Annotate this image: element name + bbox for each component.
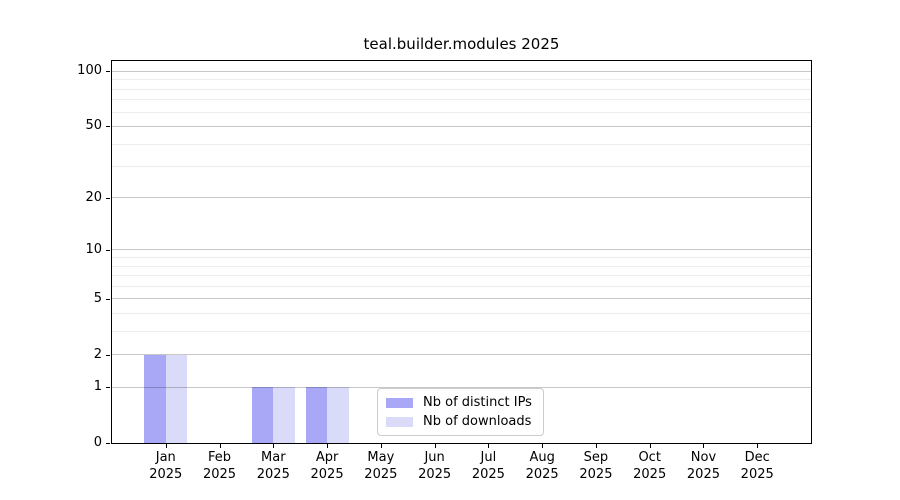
legend-item-distinct-ips: Nb of distinct IPs — [386, 394, 543, 410]
y-tick-label: 0 — [93, 435, 102, 450]
x-tick-mark — [380, 444, 382, 448]
legend-label-distinct-ips: Nb of distinct IPs — [423, 394, 532, 410]
x-tick-label: Dec 2025 — [740, 450, 774, 482]
gridline-minor — [112, 111, 811, 113]
gridline-minor — [112, 143, 811, 145]
x-tick-label: Sep 2025 — [579, 450, 613, 482]
x-tick-label: Aug 2025 — [525, 450, 559, 482]
chart-title: teal.builder.modules 2025 — [363, 35, 560, 53]
gridline-minor — [112, 99, 811, 101]
legend-label-downloads: Nb of downloads — [423, 413, 532, 429]
gridline-major — [112, 125, 811, 127]
y-tick-label: 5 — [93, 290, 102, 306]
y-tick-mark — [106, 298, 110, 300]
x-tick-mark — [757, 444, 759, 448]
x-tick-mark — [165, 444, 167, 448]
gridline-minor — [112, 88, 811, 90]
x-tick-label: Feb 2025 — [202, 450, 237, 482]
legend: Nb of distinct IPs Nb of downloads — [377, 388, 544, 436]
y-tick-mark — [106, 197, 110, 199]
y-tick-label: 10 — [85, 241, 102, 257]
x-tick-label: Jun 2025 — [418, 450, 452, 482]
gridline-major — [112, 249, 811, 251]
y-tick-mark — [106, 387, 110, 389]
gridline-minor — [112, 257, 811, 259]
x-tick-label: Apr 2025 — [310, 450, 344, 482]
x-tick-mark — [488, 444, 490, 448]
x-tick-label: May 2025 — [364, 450, 398, 482]
y-tick-mark — [106, 126, 110, 128]
gridline-major — [112, 197, 811, 199]
gridline-minor — [112, 285, 811, 287]
bar-distinct-ips — [251, 387, 274, 443]
y-tick-label: 2 — [93, 346, 102, 362]
legend-swatch-distinct-ips-icon — [386, 397, 413, 408]
y-tick-mark — [106, 443, 110, 444]
bar-downloads — [327, 387, 349, 443]
bar-downloads — [165, 354, 188, 443]
gridline-minor — [112, 79, 811, 81]
bar-downloads — [273, 387, 295, 443]
x-tick-label: Nov 2025 — [686, 450, 720, 482]
x-tick-label: Mar 2025 — [256, 450, 290, 482]
gridline-minor — [112, 330, 811, 332]
y-tick-mark — [106, 354, 110, 356]
plot-area — [111, 60, 812, 444]
x-tick-mark — [434, 444, 436, 448]
y-tick-mark — [106, 249, 110, 251]
x-tick-label: Jul 2025 — [471, 450, 505, 482]
x-tick-label: Jan 2025 — [149, 450, 183, 482]
x-tick-mark — [273, 444, 275, 448]
x-tick-mark — [219, 444, 221, 448]
x-tick-label: Oct 2025 — [633, 450, 667, 482]
gridline-major — [112, 298, 811, 300]
gridline-minor — [112, 166, 811, 168]
gridline-major — [112, 386, 811, 388]
x-tick-mark — [542, 444, 544, 448]
x-tick-mark — [595, 444, 597, 448]
gridline-minor — [112, 312, 811, 314]
legend-swatch-downloads-icon — [386, 416, 413, 427]
legend-item-downloads: Nb of downloads — [386, 413, 543, 429]
y-tick-label: 1 — [93, 379, 102, 395]
bar-distinct-ips — [305, 387, 328, 443]
gridline-minor — [112, 265, 811, 267]
y-tick-label: 50 — [85, 118, 102, 134]
y-tick-mark — [106, 71, 110, 73]
x-tick-mark — [703, 444, 705, 448]
y-tick-label: 100 — [77, 63, 102, 79]
gridline-minor — [112, 275, 811, 277]
x-tick-mark — [327, 444, 329, 448]
bar-distinct-ips — [144, 354, 166, 443]
x-tick-mark — [649, 444, 651, 448]
gridline-major — [112, 70, 811, 72]
y-tick-label: 20 — [85, 189, 102, 205]
gridline-major — [112, 354, 811, 356]
